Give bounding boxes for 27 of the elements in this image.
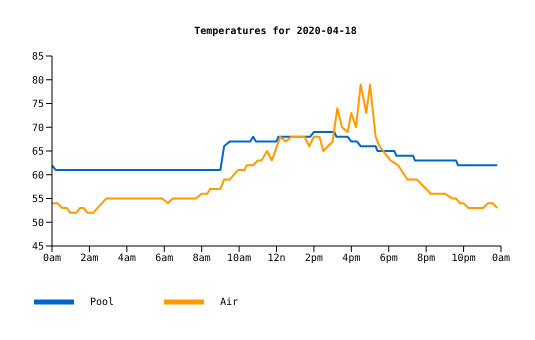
x-tick-label: 8am — [192, 253, 211, 264]
y-tick-label: 45 — [32, 242, 44, 253]
x-tick-label: 2am — [80, 253, 98, 264]
line-series — [52, 131, 498, 171]
x-tick-label: 4am — [118, 253, 136, 264]
legend-label: Pool — [90, 296, 114, 308]
x-tick-label: 6am — [155, 253, 174, 264]
x-tick-label: 8pm — [417, 253, 436, 264]
y-tick-label: 55 — [32, 194, 44, 206]
x-tick-label: 10pm — [452, 253, 476, 264]
chart-title: Temperatures for 2020-04-18 — [193, 26, 358, 37]
x-tick-label: 12n — [267, 253, 286, 264]
y-tick-label: 50 — [32, 218, 44, 229]
x-tick-label: 10am — [227, 253, 252, 264]
line-series — [52, 84, 498, 214]
x-tick-label: 0am — [492, 253, 510, 264]
x-tick-label: 4pm — [342, 253, 360, 264]
y-tick-label: 60 — [32, 170, 44, 182]
y-tick-label: 70 — [32, 122, 44, 134]
x-tick-label: 0am — [42, 253, 62, 264]
y-tick-label: 65 — [32, 146, 44, 158]
y-tick-label: 75 — [32, 99, 44, 110]
y-tick-label: 80 — [32, 75, 44, 86]
y-tick-label: 85 — [32, 52, 44, 63]
x-tick-label: 2pm — [304, 253, 323, 264]
x-tick-label: 6pm — [380, 253, 398, 264]
legend-label: Air — [220, 296, 238, 308]
